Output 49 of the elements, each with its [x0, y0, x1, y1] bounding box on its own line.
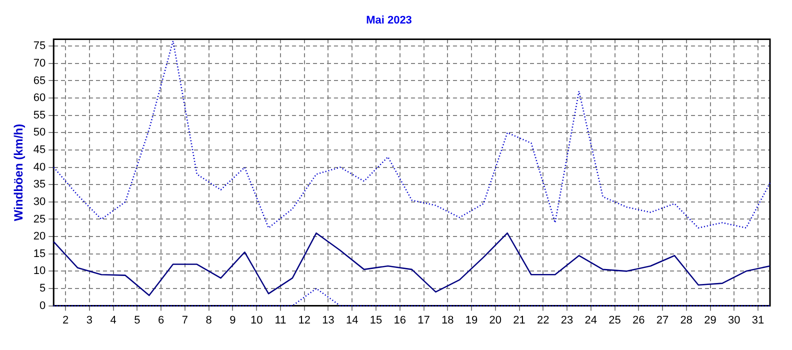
x-tick-label: 15: [370, 314, 382, 326]
x-tick-label: 24: [584, 314, 598, 326]
y-tick-label: 30: [33, 196, 46, 208]
x-tick-label: 4: [110, 314, 116, 326]
x-tick-label: 3: [86, 314, 93, 326]
y-tick-label: 5: [40, 282, 46, 295]
x-tick-label: 29: [704, 314, 716, 326]
x-tick-label: 25: [608, 314, 621, 326]
y-tick-label: 55: [33, 109, 46, 122]
x-tick-label: 18: [442, 314, 454, 326]
x-tick-label: 9: [230, 314, 236, 326]
y-axis-title: Windböen (km/h): [12, 124, 26, 222]
x-tick-label: 19: [465, 314, 478, 326]
x-tick-label: 14: [346, 314, 358, 326]
x-tick-label: 16: [394, 314, 406, 326]
x-tick-label: 21: [513, 314, 526, 326]
x-tick-label: 30: [728, 314, 740, 326]
line-series: [52, 40, 771, 229]
x-tick-label: 26: [632, 314, 645, 326]
x-tick-label: 28: [680, 314, 693, 326]
x-tick-label: 2: [62, 314, 69, 326]
x-tick-label: 27: [656, 314, 669, 326]
x-tick-label: 7: [182, 314, 188, 326]
y-tick-label: 65: [33, 74, 46, 87]
chart-title: Mai 2023: [366, 14, 412, 27]
x-tick-label: 20: [489, 314, 502, 326]
x-tick-label: 22: [537, 314, 550, 326]
x-tick-label: 17: [418, 314, 430, 326]
y-tick-label: 10: [33, 265, 46, 278]
x-tick-label: 13: [322, 314, 334, 326]
y-tick-label: 50: [33, 126, 46, 139]
y-tick-label: 60: [33, 92, 46, 104]
x-tick-label: 12: [298, 314, 310, 326]
y-tick-label: 35: [33, 178, 46, 191]
y-tick-label: 70: [33, 57, 46, 70]
y-tick-label: 20: [33, 230, 46, 243]
y-tick-label: 40: [33, 161, 46, 174]
y-tick-label: 0: [40, 300, 46, 312]
y-tick-label: 45: [33, 144, 46, 156]
x-tick-label: 6: [158, 314, 164, 326]
y-tick-label: 15: [33, 248, 46, 260]
x-tick-label: 10: [250, 314, 263, 326]
y-tick-label: 25: [33, 213, 46, 226]
x-tick-label: 11: [274, 314, 286, 326]
x-tick-label: 23: [560, 314, 574, 326]
x-tick-label: 31: [752, 314, 764, 326]
x-tick-label: 5: [134, 314, 140, 326]
y-tick-label: 75: [33, 40, 46, 52]
x-tick-label: 8: [206, 314, 212, 326]
